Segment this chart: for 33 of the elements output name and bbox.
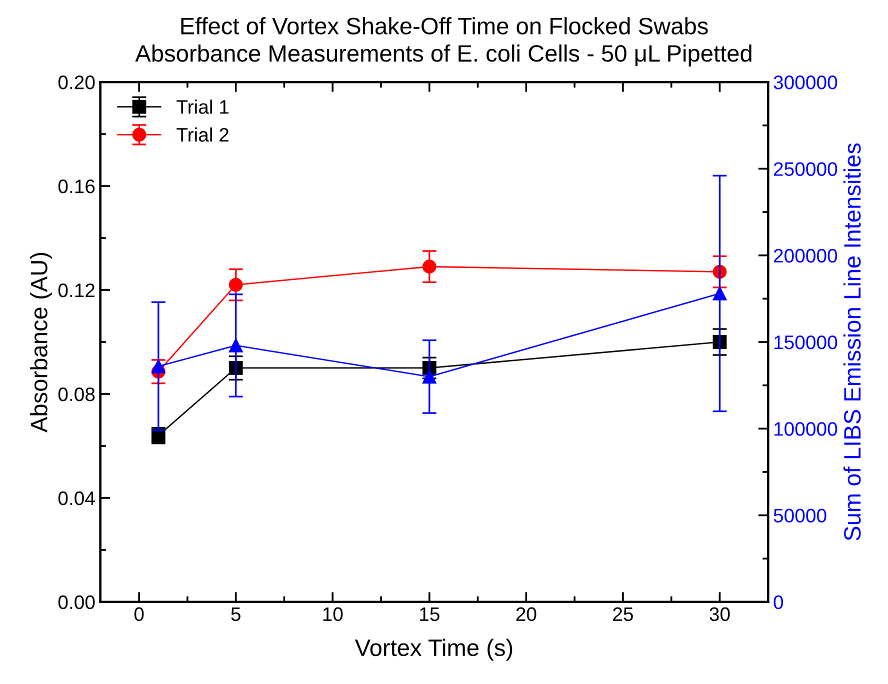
point bbox=[422, 370, 436, 384]
x-tick-label: 15 bbox=[420, 607, 440, 622]
y-tick-label: 0.20 bbox=[58, 76, 95, 90]
x-axis-title: Vortex Time (s) bbox=[354, 638, 512, 661]
y-tick-label: 0.04 bbox=[58, 491, 95, 506]
y2-axis-title: Sum of LIBS Emission Line Intensities bbox=[843, 143, 861, 540]
legend-label: Trial 2 bbox=[176, 127, 228, 142]
y2-tick-label: 250000 bbox=[774, 162, 838, 176]
y2-tick-label: 150000 bbox=[774, 335, 838, 350]
x-tick-label: 30 bbox=[710, 607, 730, 622]
y-tick-label: 0.08 bbox=[58, 387, 95, 402]
x-tick-label: 10 bbox=[323, 607, 343, 622]
chart-subtitle: Absorbance Measurements of E. coli Cells - 50 μL Pipetted bbox=[135, 44, 752, 66]
y2-tick-label: 50000 bbox=[774, 508, 826, 523]
x-tick-label: 5 bbox=[231, 607, 240, 622]
y-tick-label: 0.16 bbox=[58, 180, 95, 194]
x-tick-label: 0 bbox=[134, 607, 144, 622]
x-tick-label: 25 bbox=[613, 607, 633, 622]
y2-tick-label: 100000 bbox=[774, 422, 838, 436]
y2-tick-label: 300000 bbox=[774, 76, 838, 90]
legend-label: Trial 1 bbox=[176, 100, 229, 114]
y-tick-label: 0.00 bbox=[58, 595, 95, 610]
x-tick-label: 20 bbox=[516, 607, 536, 622]
point bbox=[228, 278, 243, 292]
chart-title: Effect of Vortex Shake-Off Time on Flocked Swabs bbox=[181, 17, 708, 34]
y-tick-label: 0.12 bbox=[58, 283, 95, 298]
y-axis-title: Absorbance (AU) bbox=[30, 252, 52, 432]
point bbox=[422, 260, 436, 274]
y2-tick-label: 0 bbox=[774, 595, 784, 610]
point bbox=[228, 338, 243, 352]
point bbox=[151, 359, 166, 374]
y2-tick-label: 200000 bbox=[774, 248, 838, 263]
point bbox=[712, 286, 727, 300]
